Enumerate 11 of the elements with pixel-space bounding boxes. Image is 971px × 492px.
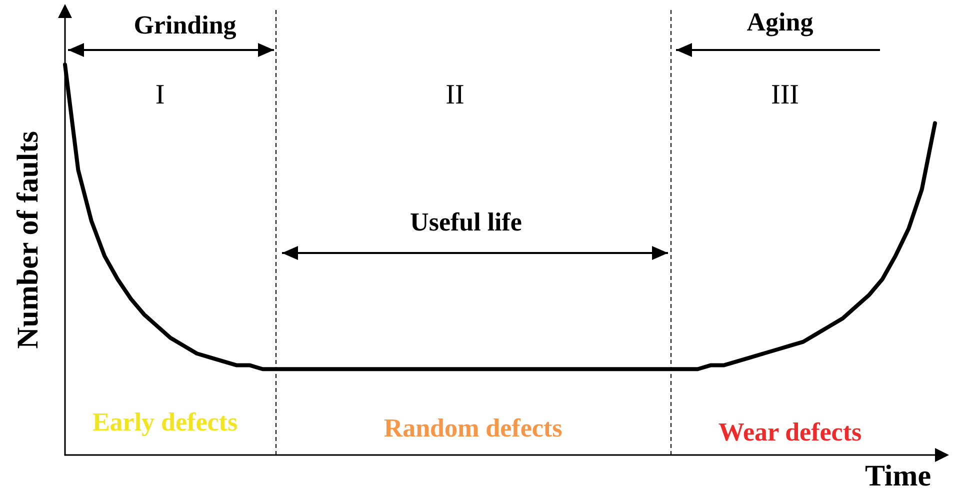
annotation: Useful life <box>410 208 522 236</box>
annotation: I <box>155 80 165 110</box>
x-axis-title: Time <box>864 460 932 492</box>
text: Grinding <box>134 10 236 40</box>
text: Aging <box>746 8 814 36</box>
annotation: II <box>446 80 464 110</box>
annotation: Random defects <box>384 414 562 442</box>
annotation: Wear defects <box>718 418 862 446</box>
annotation: III <box>771 80 799 110</box>
y-axis-title: Number of faults <box>12 131 44 349</box>
annotation: Early defects <box>92 408 238 436</box>
